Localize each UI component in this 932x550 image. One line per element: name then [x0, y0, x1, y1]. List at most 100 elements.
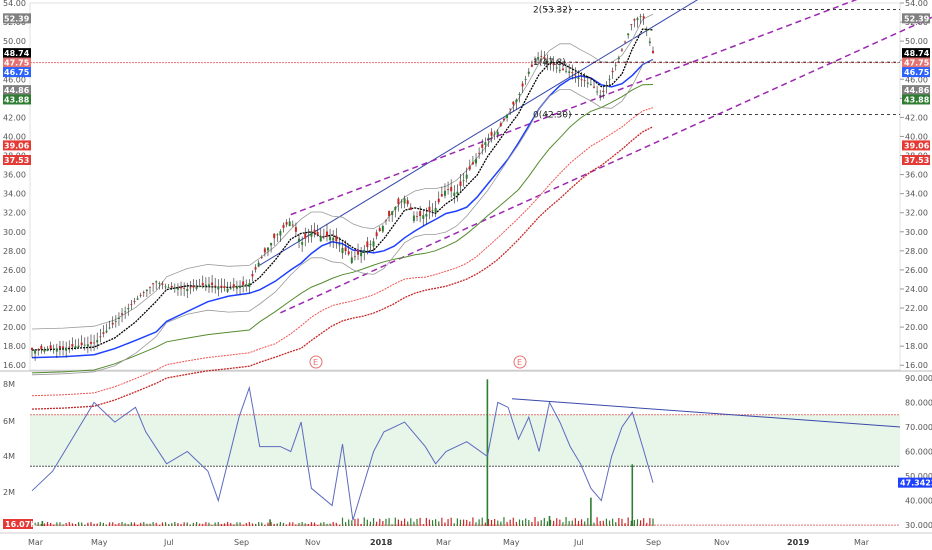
- volume-bar: [155, 522, 157, 526]
- volume-bar: [537, 521, 539, 526]
- candle-body: [568, 71, 571, 73]
- candle-body: [611, 70, 614, 73]
- candle-body: [397, 198, 400, 205]
- volume-bar: [639, 520, 642, 526]
- candle-body: [639, 15, 642, 17]
- volume-bar: [568, 521, 570, 526]
- y-tick-label-right: 34.00: [905, 190, 928, 199]
- candle-body: [102, 332, 105, 334]
- volume-bar: [441, 517, 443, 526]
- volume-bar: [220, 524, 223, 526]
- volume-bar: [158, 524, 160, 526]
- volume-bar: [99, 522, 101, 526]
- price-tag-right-label: 52.39: [904, 14, 930, 23]
- candle-body: [211, 282, 214, 286]
- candle-body: [506, 114, 509, 118]
- candle-body: [425, 213, 428, 217]
- volume-bar: [59, 522, 61, 526]
- candle-body: [242, 281, 245, 285]
- volume-bar: [313, 522, 316, 526]
- volume-bar: [301, 522, 303, 526]
- volume-bar: [245, 522, 247, 526]
- candle-body: [394, 206, 397, 210]
- y-tick-label-right: 42.00: [905, 113, 928, 122]
- volume-bar: [549, 519, 552, 526]
- candle-body: [223, 286, 226, 289]
- volume-bar: [102, 522, 105, 526]
- volume-bar: [518, 519, 521, 526]
- y-tick-label-left: 26.00: [3, 266, 26, 275]
- y-tick-label-right: 40.00: [905, 132, 928, 141]
- candle-body: [298, 238, 301, 242]
- volume-bar: [388, 518, 390, 526]
- y-tick-label-right: 20.00: [905, 323, 928, 332]
- volume-bar: [385, 518, 387, 526]
- trend-channel-upper: [259, 0, 699, 266]
- candle-body: [642, 16, 645, 19]
- volume-bar: [105, 524, 108, 526]
- candle-body: [577, 77, 580, 80]
- candle-body: [301, 242, 304, 245]
- y-tick-label-left: 18.00: [3, 342, 26, 351]
- candle-body: [530, 64, 533, 67]
- candle-body: [512, 101, 515, 105]
- volume-bar: [490, 519, 493, 526]
- rsi-tick-label: 40.0000: [905, 497, 932, 506]
- candle-body: [273, 233, 276, 239]
- volume-bar: [146, 523, 148, 526]
- candle-body: [419, 211, 422, 217]
- candle-body: [471, 162, 474, 165]
- volume-bar: [199, 523, 201, 526]
- volume-bar: [292, 522, 294, 526]
- candle-body: [614, 64, 617, 66]
- candle-body: [363, 249, 366, 253]
- volume-spike-bar: [631, 464, 634, 526]
- price-tag-left-label: 37.53: [4, 156, 29, 165]
- candle-body: [204, 284, 207, 286]
- volume-bar: [289, 522, 291, 526]
- volume-bar: [211, 524, 213, 526]
- volume-bar: [242, 524, 244, 526]
- candle-body: [468, 166, 471, 170]
- volume-bar: [462, 519, 465, 526]
- candle-body: [360, 252, 363, 257]
- volume-bar: [217, 522, 219, 526]
- candle-body: [80, 342, 83, 346]
- candle-body: [475, 159, 478, 164]
- volume-bar: [630, 520, 632, 526]
- volume-bar: [404, 518, 406, 526]
- volume-value-tag: [3, 519, 33, 529]
- candle-body: [260, 257, 263, 258]
- candle-body: [434, 207, 437, 213]
- price-tag-right-label: 37.53: [904, 156, 929, 165]
- candle-body: [521, 83, 524, 87]
- candle-body: [406, 200, 409, 205]
- volume-bar: [152, 522, 154, 526]
- candle-body: [459, 181, 462, 187]
- volume-bar: [258, 522, 260, 526]
- volume-bar: [180, 524, 182, 526]
- candle-body: [372, 241, 375, 247]
- candle-body: [251, 273, 254, 277]
- candle-body: [605, 85, 608, 87]
- candle-body: [248, 283, 251, 287]
- y-tick-label-right: 18.00: [905, 342, 928, 351]
- volume-bar: [118, 523, 120, 526]
- candle-body: [266, 247, 269, 251]
- y-tick-label-left: 46.00: [3, 75, 26, 84]
- volume-bar: [279, 522, 281, 526]
- volume-bar: [534, 517, 536, 526]
- volume-bar: [248, 522, 250, 526]
- volume-bar: [186, 522, 188, 526]
- volume-bar: [608, 520, 611, 526]
- y-tick-label-right: 26.00: [905, 266, 928, 275]
- volume-bar: [192, 522, 195, 526]
- candle-body: [313, 229, 316, 234]
- x-tick-label: May: [503, 538, 520, 547]
- candle-body: [139, 295, 142, 296]
- price-tag-left-label: 46.75: [4, 68, 30, 77]
- candle-body: [490, 131, 493, 136]
- volume-bar: [472, 517, 474, 526]
- candle-body: [74, 346, 77, 349]
